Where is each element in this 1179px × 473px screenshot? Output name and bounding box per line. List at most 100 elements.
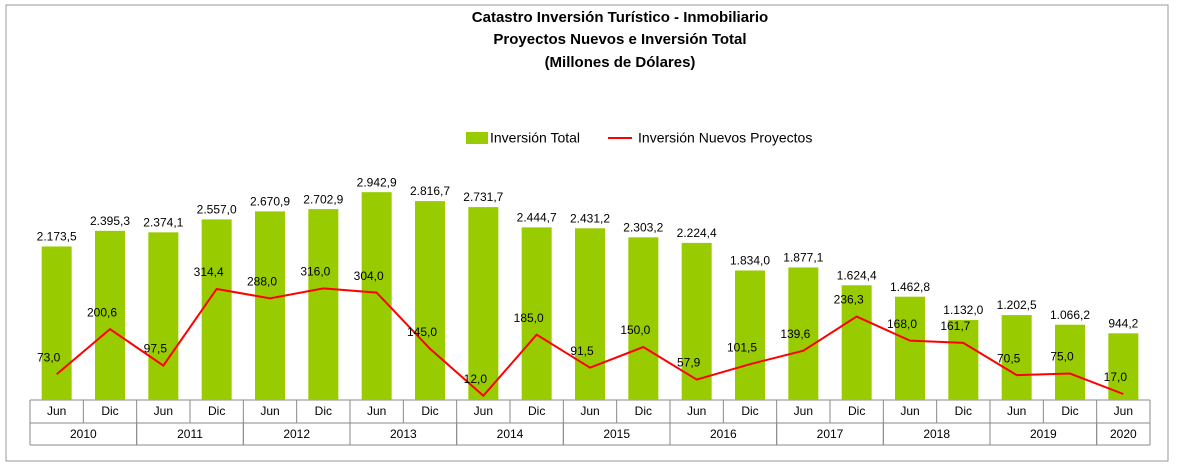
x-tick-label: Jun (580, 404, 599, 418)
line-value-label: 200,6 (87, 305, 117, 319)
line-value-label: 97,5 (144, 342, 168, 356)
x-tick-label: Jun (474, 404, 493, 418)
line-value-label: 70,5 (997, 351, 1021, 365)
bar-value-label: 2.942,9 (357, 175, 397, 189)
year-label: 2019 (1030, 427, 1057, 441)
line-value-label: 139,6 (780, 327, 810, 341)
line-value-label: 17,0 (1104, 370, 1128, 384)
bar-value-label: 1.462,8 (890, 280, 930, 294)
x-tick-label: Dic (848, 404, 865, 418)
line-value-label: 185,0 (514, 311, 544, 325)
line-value-label: 314,4 (194, 265, 224, 279)
bar-value-label: 944,2 (1108, 316, 1138, 330)
year-label: 2020 (1110, 427, 1137, 441)
x-tick-label: Jun (900, 404, 919, 418)
line-value-label: 75,0 (1050, 350, 1074, 364)
bar-value-label: 2.702,9 (303, 192, 343, 206)
x-tick-label: Dic (741, 404, 758, 418)
line-value-label: 161,7 (940, 319, 970, 333)
bar (201, 219, 232, 400)
bar-value-label: 1.834,0 (730, 254, 770, 268)
line-value-label: 150,0 (620, 323, 650, 337)
x-tick-label: Jun (1007, 404, 1026, 418)
bar-value-label: 1.132,0 (943, 303, 983, 317)
bar (735, 270, 765, 400)
chart-title: (Millones de Dólares) (545, 54, 696, 71)
line-value-label: 101,5 (727, 340, 757, 354)
line-value-label: 316,0 (300, 265, 330, 279)
x-tick-label: Dic (315, 404, 332, 418)
line-value-label: 236,3 (834, 293, 864, 307)
x-tick-label: Jun (154, 404, 173, 418)
bar (468, 207, 499, 400)
bar (1108, 333, 1139, 400)
bar (148, 232, 179, 400)
year-label: 2015 (603, 427, 630, 441)
bar-value-label: 2.374,1 (143, 216, 183, 230)
year-label: 2010 (70, 427, 97, 441)
bar (521, 227, 552, 400)
chart-title: Proyectos Nuevos e Inversión Total (493, 31, 746, 48)
bar-value-label: 2.395,3 (90, 214, 130, 228)
bar-value-label: 2.670,9 (250, 195, 290, 209)
bar-value-label: 2.224,4 (677, 226, 717, 240)
bar-value-label: 2.303,2 (623, 221, 663, 235)
x-tick-label: Dic (421, 404, 438, 418)
chart-title: Catastro Inversión Turístico - Inmobilia… (472, 9, 768, 26)
bar-value-label: 2.444,7 (517, 211, 557, 225)
legend-label: Inversión Nuevos Proyectos (638, 130, 812, 146)
x-tick-label: Jun (367, 404, 386, 418)
line-value-label: 12,0 (464, 372, 488, 386)
year-label: 2016 (710, 427, 737, 441)
legend-label: Inversión Total (490, 130, 580, 146)
x-tick-label: Jun (794, 404, 813, 418)
line-value-label: 145,0 (407, 325, 437, 339)
bar (41, 246, 72, 400)
bar (95, 230, 125, 400)
x-tick-label: Dic (1061, 404, 1078, 418)
bar-value-label: 1.877,1 (783, 251, 823, 265)
bar (948, 320, 979, 400)
line (56, 287, 1124, 398)
x-tick-label: Dic (635, 404, 652, 418)
line-value-label: 168,0 (887, 317, 917, 331)
bar (841, 285, 872, 400)
x-tick-label: Jun (1114, 404, 1133, 418)
x-tick-label: Jun (260, 404, 279, 418)
bar-value-label: 2.816,7 (410, 184, 450, 198)
legend-swatch (466, 132, 488, 144)
bar (255, 211, 285, 400)
bar-value-label: 1.202,5 (997, 298, 1037, 312)
bar (1001, 315, 1032, 400)
line-value-label: 91,5 (570, 344, 594, 358)
bar-value-label: 2.431,2 (570, 211, 610, 225)
line-value-label: 304,0 (354, 269, 384, 283)
year-label: 2011 (177, 427, 203, 441)
bar (1055, 324, 1085, 400)
bar (895, 296, 925, 400)
bar (361, 192, 392, 400)
x-tick-label: Dic (101, 404, 118, 418)
bar-value-label: 1.624,4 (837, 268, 877, 282)
x-tick-label: Dic (208, 404, 225, 418)
line-value-label: 57,9 (677, 356, 701, 370)
year-label: 2012 (283, 427, 310, 441)
bar-value-label: 2.173,5 (37, 230, 77, 244)
bar-value-label: 2.557,0 (197, 203, 237, 217)
x-tick-label: Dic (955, 404, 972, 418)
bar (628, 237, 659, 400)
year-label: 2014 (497, 427, 524, 441)
bar (308, 209, 339, 400)
year-label: 2013 (390, 427, 417, 441)
x-tick-label: Jun (47, 404, 66, 418)
year-label: 2018 (923, 427, 950, 441)
bar (575, 228, 605, 400)
x-tick-label: Jun (687, 404, 706, 418)
bar-value-label: 1.066,2 (1050, 308, 1090, 322)
line-value-label: 73,0 (37, 350, 61, 364)
year-label: 2017 (817, 427, 844, 441)
bar (788, 267, 819, 400)
line-value-label: 288,0 (247, 274, 277, 288)
bar (415, 201, 445, 400)
x-tick-label: Dic (528, 404, 545, 418)
